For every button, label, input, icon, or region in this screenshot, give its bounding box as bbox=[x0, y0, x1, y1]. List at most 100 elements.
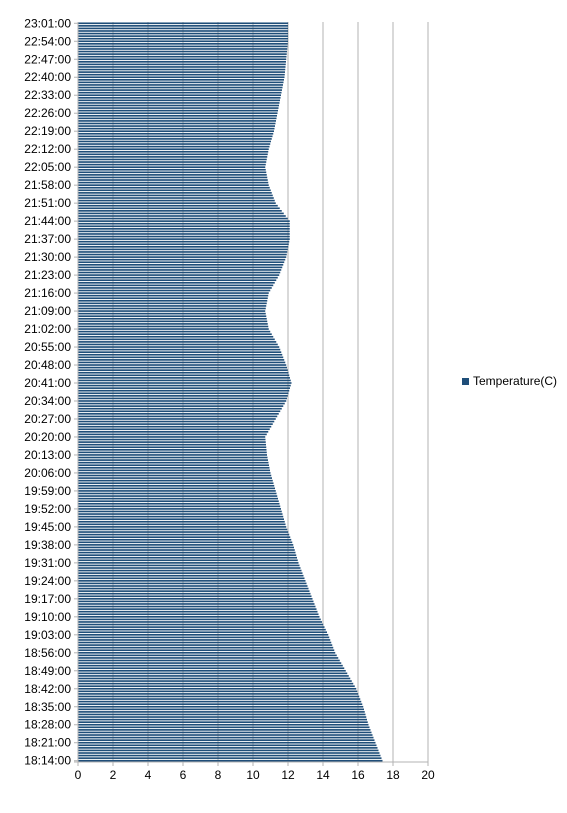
bar bbox=[78, 636, 330, 639]
bar bbox=[78, 112, 278, 115]
bar bbox=[78, 114, 277, 117]
bar bbox=[78, 698, 361, 700]
y-tick-label: 20:13:00 bbox=[24, 448, 71, 462]
bar bbox=[78, 130, 274, 133]
bar bbox=[78, 48, 288, 50]
bar bbox=[78, 197, 274, 199]
bar bbox=[78, 315, 267, 318]
y-tick-label: 19:45:00 bbox=[24, 520, 71, 534]
bar bbox=[78, 122, 276, 125]
bar bbox=[78, 590, 310, 592]
bar bbox=[78, 472, 271, 474]
bar bbox=[78, 580, 306, 582]
bar bbox=[78, 240, 290, 243]
bar bbox=[78, 754, 381, 757]
x-tick-labels: 0 2 4 6 8 10 12 14 16 18 20 bbox=[75, 762, 435, 782]
bar bbox=[78, 672, 348, 675]
y-tick-label: 19:10:00 bbox=[24, 610, 71, 624]
bar bbox=[78, 680, 352, 682]
bar bbox=[78, 338, 275, 341]
bar bbox=[78, 253, 287, 256]
bar bbox=[78, 274, 280, 276]
bar bbox=[78, 654, 337, 657]
bar bbox=[78, 233, 290, 235]
bar bbox=[78, 91, 282, 94]
bar bbox=[78, 271, 281, 274]
bar bbox=[78, 212, 284, 215]
bar bbox=[78, 297, 268, 300]
y-tick-label: 20:20:00 bbox=[24, 430, 71, 444]
bar bbox=[78, 505, 281, 508]
bar bbox=[78, 256, 287, 258]
bar bbox=[78, 181, 269, 184]
bar bbox=[78, 538, 292, 541]
bar bbox=[78, 50, 287, 53]
bar bbox=[78, 482, 274, 485]
bar bbox=[78, 418, 276, 420]
bar bbox=[78, 71, 285, 73]
bar bbox=[78, 657, 339, 659]
bar bbox=[78, 171, 267, 174]
bar bbox=[78, 549, 295, 551]
bar bbox=[78, 677, 351, 680]
bar bbox=[78, 61, 286, 63]
bar bbox=[78, 716, 367, 718]
bar bbox=[78, 215, 286, 217]
y-tick-label: 19:59:00 bbox=[24, 484, 71, 498]
bar bbox=[78, 150, 269, 153]
bar bbox=[78, 425, 272, 428]
bar bbox=[78, 330, 271, 333]
y-tick-label: 18:56:00 bbox=[24, 646, 71, 660]
bar bbox=[78, 567, 301, 569]
bar bbox=[78, 66, 286, 68]
bar bbox=[78, 585, 308, 587]
bar bbox=[78, 497, 278, 500]
bar bbox=[78, 145, 270, 148]
bar bbox=[78, 276, 278, 279]
bar bbox=[78, 392, 289, 395]
bar bbox=[78, 310, 266, 312]
bar bbox=[78, 366, 287, 369]
bar bbox=[78, 405, 284, 407]
y-tick-label: 23:01:00 bbox=[24, 16, 71, 30]
x-tick-label: 8 bbox=[215, 768, 222, 782]
x-tick-label: 4 bbox=[145, 768, 152, 782]
bar bbox=[78, 299, 268, 302]
bar bbox=[78, 343, 278, 346]
bar bbox=[78, 184, 269, 186]
bar bbox=[78, 251, 288, 253]
bar bbox=[78, 163, 266, 166]
bar bbox=[78, 94, 281, 97]
bar bbox=[78, 564, 300, 567]
bar bbox=[78, 261, 285, 264]
bar bbox=[78, 669, 346, 672]
bar bbox=[78, 387, 290, 389]
bar bbox=[78, 89, 282, 91]
bar bbox=[78, 279, 277, 282]
bar bbox=[78, 63, 286, 66]
bar bbox=[78, 199, 275, 202]
y-tick-label: 21:58:00 bbox=[24, 178, 71, 192]
bar bbox=[78, 179, 268, 181]
bar bbox=[78, 464, 269, 467]
bar bbox=[78, 623, 324, 626]
bar bbox=[78, 210, 282, 212]
bar bbox=[78, 495, 278, 497]
bar bbox=[78, 621, 322, 623]
bar bbox=[78, 369, 288, 371]
bar bbox=[78, 333, 272, 336]
bar bbox=[78, 646, 334, 649]
bar bbox=[78, 685, 355, 688]
bar bbox=[78, 515, 284, 518]
y-tick-label: 21:37:00 bbox=[24, 232, 71, 246]
bar bbox=[78, 158, 267, 161]
bar bbox=[78, 58, 287, 61]
bar bbox=[78, 618, 321, 621]
bar bbox=[78, 705, 364, 708]
bar bbox=[78, 76, 285, 79]
bar bbox=[78, 562, 299, 564]
bar bbox=[78, 207, 280, 210]
bar bbox=[78, 513, 283, 515]
bar bbox=[78, 554, 297, 556]
